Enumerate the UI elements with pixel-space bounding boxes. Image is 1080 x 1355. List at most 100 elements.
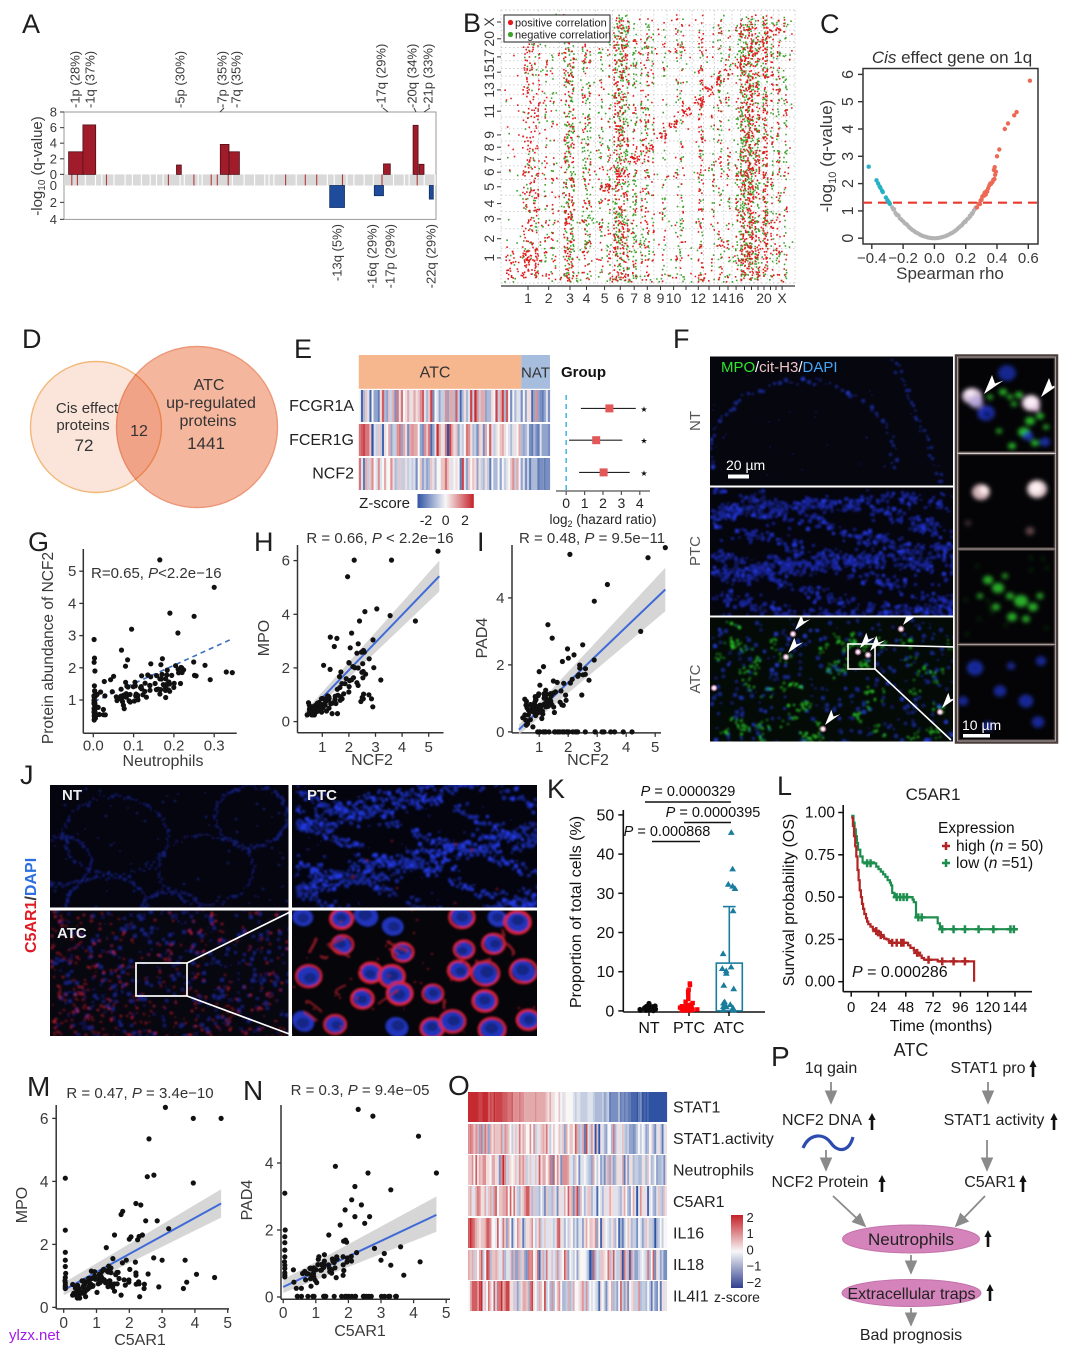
svg-text:2: 2	[265, 1223, 274, 1240]
svg-text:Cis effect gene on 1q: Cis effect gene on 1q	[872, 48, 1032, 67]
svg-text:C5AR1: C5AR1	[114, 1332, 166, 1349]
svg-text:0.25: 0.25	[805, 931, 835, 948]
svg-text:5: 5	[601, 290, 609, 306]
svg-text:9: 9	[481, 131, 497, 139]
svg-text:P = 0.0000395: P = 0.0000395	[666, 805, 761, 821]
svg-text:FCER1G: FCER1G	[289, 432, 354, 449]
svg-text:20: 20	[597, 925, 615, 942]
svg-text:STAT1: STAT1	[673, 1100, 721, 1117]
svg-text:ATC: ATC	[194, 377, 225, 394]
svg-text:4: 4	[282, 606, 290, 623]
svg-text:13: 13	[481, 82, 497, 98]
svg-text:G: G	[28, 527, 49, 557]
svg-text:N: N	[243, 1075, 263, 1106]
svg-text:ylzx.net: ylzx.net	[9, 1327, 61, 1344]
svg-text:MPO: MPO	[256, 620, 273, 656]
svg-text:6: 6	[40, 1111, 49, 1128]
svg-text:10 µm: 10 µm	[962, 717, 1001, 733]
svg-text:72: 72	[925, 999, 942, 1016]
svg-text:L: L	[777, 771, 792, 801]
svg-text:8: 8	[50, 105, 57, 120]
svg-text:2: 2	[125, 1315, 134, 1332]
svg-text:IL18: IL18	[673, 1257, 704, 1274]
svg-text:2: 2	[282, 660, 290, 677]
svg-text:2: 2	[40, 1237, 49, 1254]
svg-text:3: 3	[158, 1315, 167, 1332]
svg-text:4: 4	[50, 212, 57, 227]
svg-text:NCF2 Protein: NCF2 Protein	[772, 1174, 869, 1191]
svg-text:FCGR1A: FCGR1A	[289, 398, 354, 415]
svg-text:proteins: proteins	[180, 413, 237, 430]
svg-text:0.6: 0.6	[1018, 250, 1039, 267]
svg-text:negative correlation: negative correlation	[515, 30, 611, 42]
svg-text:4: 4	[398, 739, 406, 756]
svg-text:0.00: 0.00	[805, 974, 836, 991]
svg-text:-22q (29%): -22q (29%)	[424, 224, 439, 288]
svg-text:5: 5	[223, 1315, 232, 1332]
svg-text:1: 1	[311, 1305, 320, 1322]
svg-text:NCF2 DNA: NCF2 DNA	[782, 1112, 862, 1129]
svg-text:D: D	[22, 324, 42, 354]
svg-text:1.00: 1.00	[805, 805, 836, 822]
svg-text:4: 4	[40, 1174, 49, 1191]
svg-text:120: 120	[975, 999, 1000, 1016]
svg-text:ATC: ATC	[894, 1040, 929, 1060]
svg-text:40: 40	[597, 847, 615, 864]
svg-text:5: 5	[651, 739, 659, 756]
svg-text:−0.4: −0.4	[857, 250, 887, 267]
svg-text:0: 0	[265, 1290, 274, 1307]
svg-text:-log10 (q-value): -log10 (q-value)	[29, 116, 48, 216]
svg-text:X: X	[481, 17, 497, 27]
svg-text:2: 2	[344, 1305, 353, 1322]
svg-text:0: 0	[496, 724, 504, 741]
svg-text:P = 0.000868: P = 0.000868	[624, 824, 711, 840]
svg-text:4: 4	[840, 124, 857, 133]
svg-text:NT: NT	[638, 1020, 660, 1037]
svg-text:4: 4	[496, 590, 504, 607]
svg-text:H: H	[254, 527, 274, 557]
svg-text:high (n = 50): high (n = 50)	[956, 838, 1043, 855]
svg-text:-1q (37%): -1q (37%)	[83, 51, 98, 108]
svg-text:K: K	[547, 774, 565, 804]
svg-text:C5AR1: C5AR1	[334, 1323, 386, 1340]
svg-text:10: 10	[666, 290, 682, 306]
svg-text:-20q (34%): -20q (34%)	[405, 44, 420, 108]
svg-text:−0.2: −0.2	[888, 250, 918, 267]
svg-text:10: 10	[597, 964, 615, 981]
svg-text:Bad prognosis: Bad prognosis	[860, 1327, 962, 1344]
svg-text:2: 2	[50, 195, 57, 210]
svg-text:2: 2	[564, 739, 572, 756]
svg-text:STAT1 pro: STAT1 pro	[951, 1060, 1026, 1077]
svg-text:★: ★	[640, 469, 647, 478]
svg-text:4: 4	[50, 136, 57, 151]
svg-text:MPO: MPO	[721, 359, 755, 376]
svg-text:J: J	[20, 760, 34, 790]
svg-text:2: 2	[461, 512, 469, 528]
svg-text:-1p (28%): -1p (28%)	[68, 51, 83, 108]
svg-text:6: 6	[50, 120, 57, 135]
svg-text:0.0: 0.0	[924, 250, 945, 267]
svg-text:-16q (29%): -16q (29%)	[365, 224, 380, 288]
svg-text:3: 3	[371, 739, 379, 756]
svg-text:NAT: NAT	[521, 365, 550, 382]
svg-text:0: 0	[59, 1315, 68, 1332]
svg-text:3: 3	[618, 495, 626, 511]
svg-text:−1: −1	[747, 1259, 762, 1274]
svg-text:5: 5	[840, 97, 857, 106]
svg-text:17: 17	[481, 49, 497, 65]
svg-text:ATC: ATC	[57, 925, 87, 942]
svg-text:-21p (33%): -21p (33%)	[421, 44, 436, 108]
svg-text:72: 72	[75, 436, 94, 455]
svg-text:C5AR1: C5AR1	[906, 785, 961, 804]
svg-text:1: 1	[524, 290, 532, 306]
svg-text:1: 1	[481, 254, 497, 262]
svg-text:★: ★	[640, 437, 647, 446]
svg-text:A: A	[22, 9, 40, 39]
svg-text:2: 2	[481, 235, 497, 243]
svg-text:11: 11	[481, 104, 497, 119]
svg-text:/cit-H3/DAPI: /cit-H3/DAPI	[755, 359, 838, 376]
svg-text:z-score: z-score	[714, 1289, 760, 1305]
svg-text:1: 1	[840, 206, 857, 215]
svg-text:4: 4	[409, 1305, 418, 1322]
svg-text:−2: −2	[747, 1275, 762, 1290]
